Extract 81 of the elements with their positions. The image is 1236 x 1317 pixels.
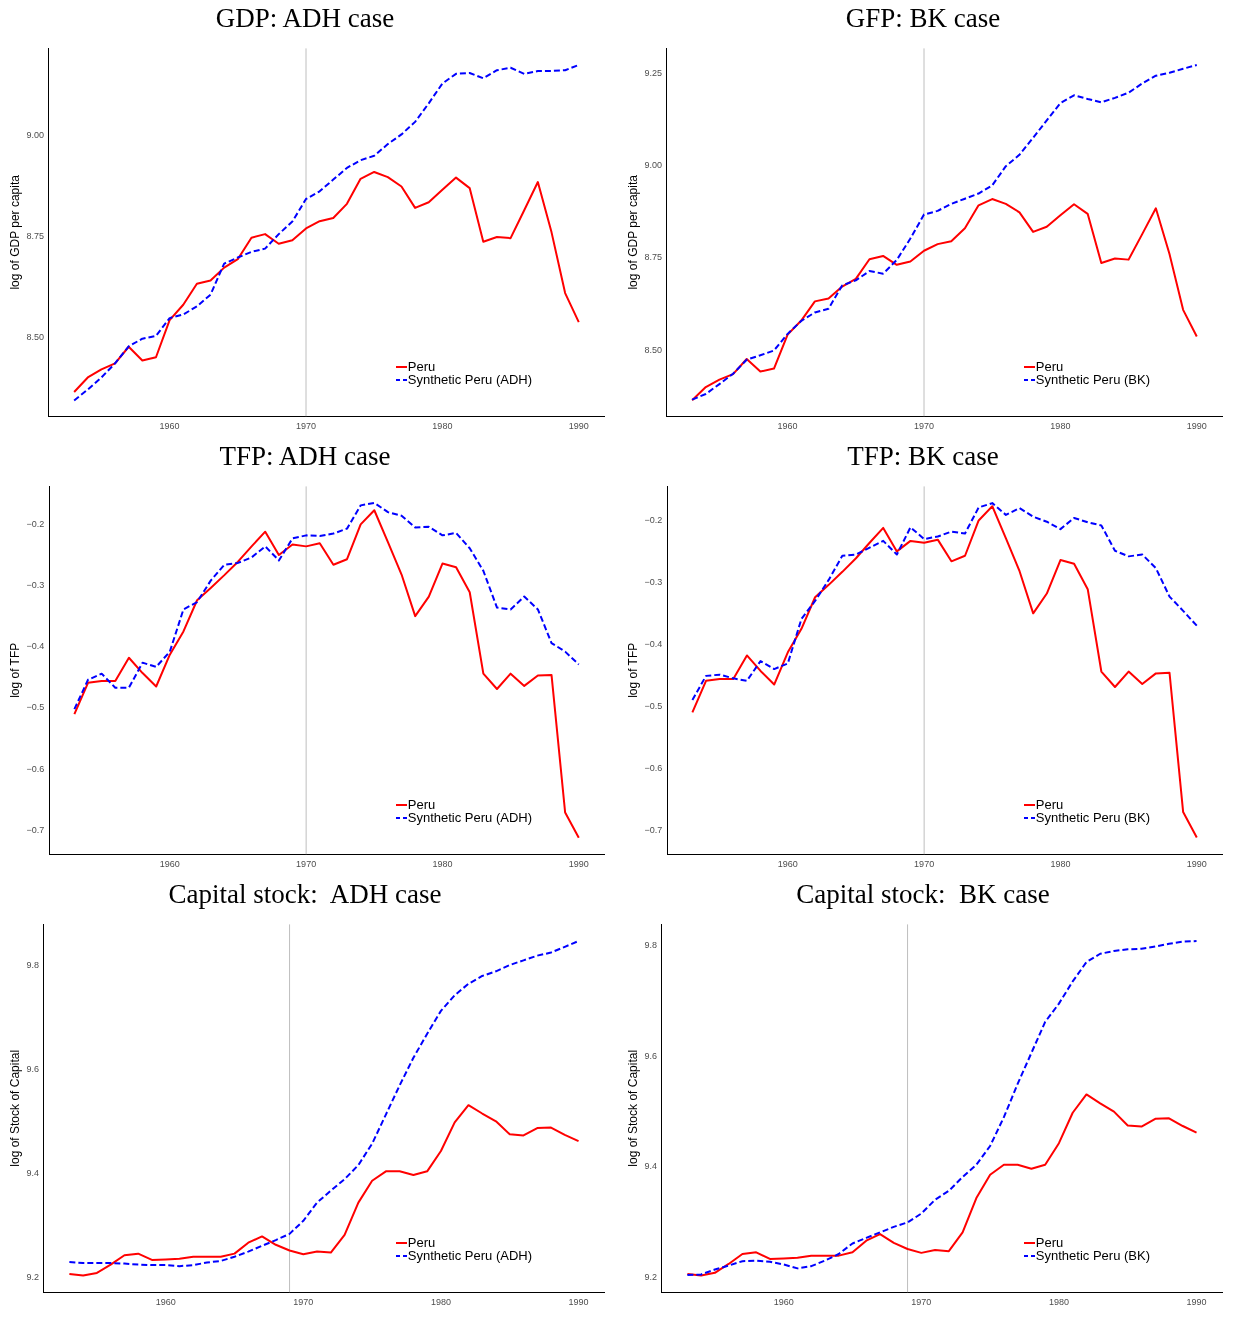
line-series (686, 940, 1198, 1277)
legend-label: Synthetic Peru (ADH) (407, 810, 532, 826)
y-tick-label: −0.4 (644, 638, 663, 649)
x-tick-label: 1980 (1048, 1297, 1069, 1308)
y-tick-label: 9.00 (26, 129, 44, 140)
legend-label: Peru (407, 1235, 436, 1251)
y-tick-label: 9.8 (26, 959, 39, 970)
y-tick-label: 9.4 (26, 1167, 39, 1178)
x-tick-label: 1970 (295, 421, 317, 432)
line-series (691, 502, 1198, 702)
x-tick-label: 1970 (296, 859, 317, 870)
line-series (691, 64, 1198, 401)
y-tick-label: 9.2 (26, 1272, 39, 1283)
legend-label: Synthetic Peru (BK) (1035, 810, 1150, 826)
x-tick-label: 1990 (568, 859, 589, 870)
y-tick-label: 9.25 (644, 67, 662, 78)
line-series (73, 501, 580, 711)
legend-label: Synthetic Peru (ADH) (407, 372, 532, 388)
x-tick-label: 1970 (914, 859, 935, 870)
y-tick-label: −0.3 (644, 576, 663, 587)
chart-title: TFP: BK case (847, 441, 999, 472)
y-axis-title: log of TFP (625, 642, 640, 698)
y-tick-label: 9.2 (644, 1272, 657, 1283)
legend-label: Peru (407, 797, 436, 813)
y-tick-label: −0.6 (644, 762, 663, 773)
x-tick-label: 1960 (159, 859, 180, 870)
chart-title: TFP: ADH case (219, 441, 391, 472)
x-tick-label: 1970 (913, 421, 935, 432)
y-tick-label: 9.00 (644, 159, 662, 170)
legend-label: Synthetic Peru (ADH) (407, 1248, 532, 1264)
chart-title: Capital stock: BK case (796, 879, 1050, 910)
y-axis-title: log of Stock of Capital (625, 1049, 640, 1167)
y-axis-title: log of GDP per capita (7, 174, 22, 290)
y-tick-label: 9.6 (26, 1063, 39, 1074)
y-tick-label: 8.75 (26, 230, 44, 241)
x-tick-label: 1990 (1186, 1297, 1207, 1308)
legend-label: Peru (407, 359, 436, 375)
y-tick-label: −0.5 (644, 700, 663, 711)
y-tick-label: −0.3 (26, 580, 45, 591)
y-tick-label: −0.4 (26, 641, 45, 652)
x-tick-label: 1990 (568, 421, 589, 432)
x-tick-label: 1980 (432, 859, 453, 870)
y-tick-label: 9.6 (644, 1050, 657, 1061)
y-tick-label: −0.2 (26, 518, 45, 529)
x-tick-label: 1980 (430, 1297, 451, 1308)
chart-title: Capital stock: ADH case (168, 879, 442, 910)
y-tick-label: 8.75 (644, 252, 662, 263)
legend-label: Peru (1035, 797, 1064, 813)
y-tick-label: −0.2 (644, 514, 663, 525)
legend-label: Synthetic Peru (BK) (1035, 372, 1150, 388)
x-tick-label: 1960 (777, 421, 798, 432)
x-tick-label: 1960 (773, 1297, 794, 1308)
x-tick-label: 1990 (1186, 421, 1207, 432)
y-axis-title: log of Stock of Capital (7, 1049, 22, 1167)
y-tick-label: 9.4 (644, 1161, 657, 1172)
y-tick-label: −0.6 (26, 763, 45, 774)
y-tick-label: 8.50 (644, 344, 662, 355)
x-tick-label: 1970 (911, 1297, 932, 1308)
line-series (73, 63, 580, 402)
x-tick-label: 1960 (155, 1297, 176, 1308)
x-tick-label: 1990 (1186, 859, 1207, 870)
y-tick-label: −0.5 (26, 702, 45, 713)
y-axis-title: log of GDP per capita (625, 174, 640, 290)
x-tick-label: 1980 (1050, 859, 1071, 870)
x-tick-label: 1980 (432, 421, 453, 432)
line-series (68, 940, 580, 1268)
legend-label: Peru (1035, 1235, 1064, 1251)
y-tick-label: 9.8 (644, 939, 657, 950)
x-tick-label: 1980 (1050, 421, 1071, 432)
x-tick-label: 1960 (159, 421, 180, 432)
y-tick-label: 8.50 (26, 331, 44, 342)
legend-label: Peru (1035, 359, 1064, 375)
x-tick-label: 1970 (293, 1297, 314, 1308)
chart-title: GDP: ADH case (215, 3, 395, 34)
y-tick-label: −0.7 (644, 824, 663, 835)
chart-title: GFP: BK case (845, 3, 1001, 34)
x-tick-label: 1960 (777, 859, 798, 870)
x-tick-label: 1990 (568, 1297, 589, 1308)
legend-label: Synthetic Peru (BK) (1035, 1248, 1150, 1264)
y-axis-title: log of TFP (7, 642, 22, 698)
y-tick-label: −0.7 (26, 824, 45, 835)
